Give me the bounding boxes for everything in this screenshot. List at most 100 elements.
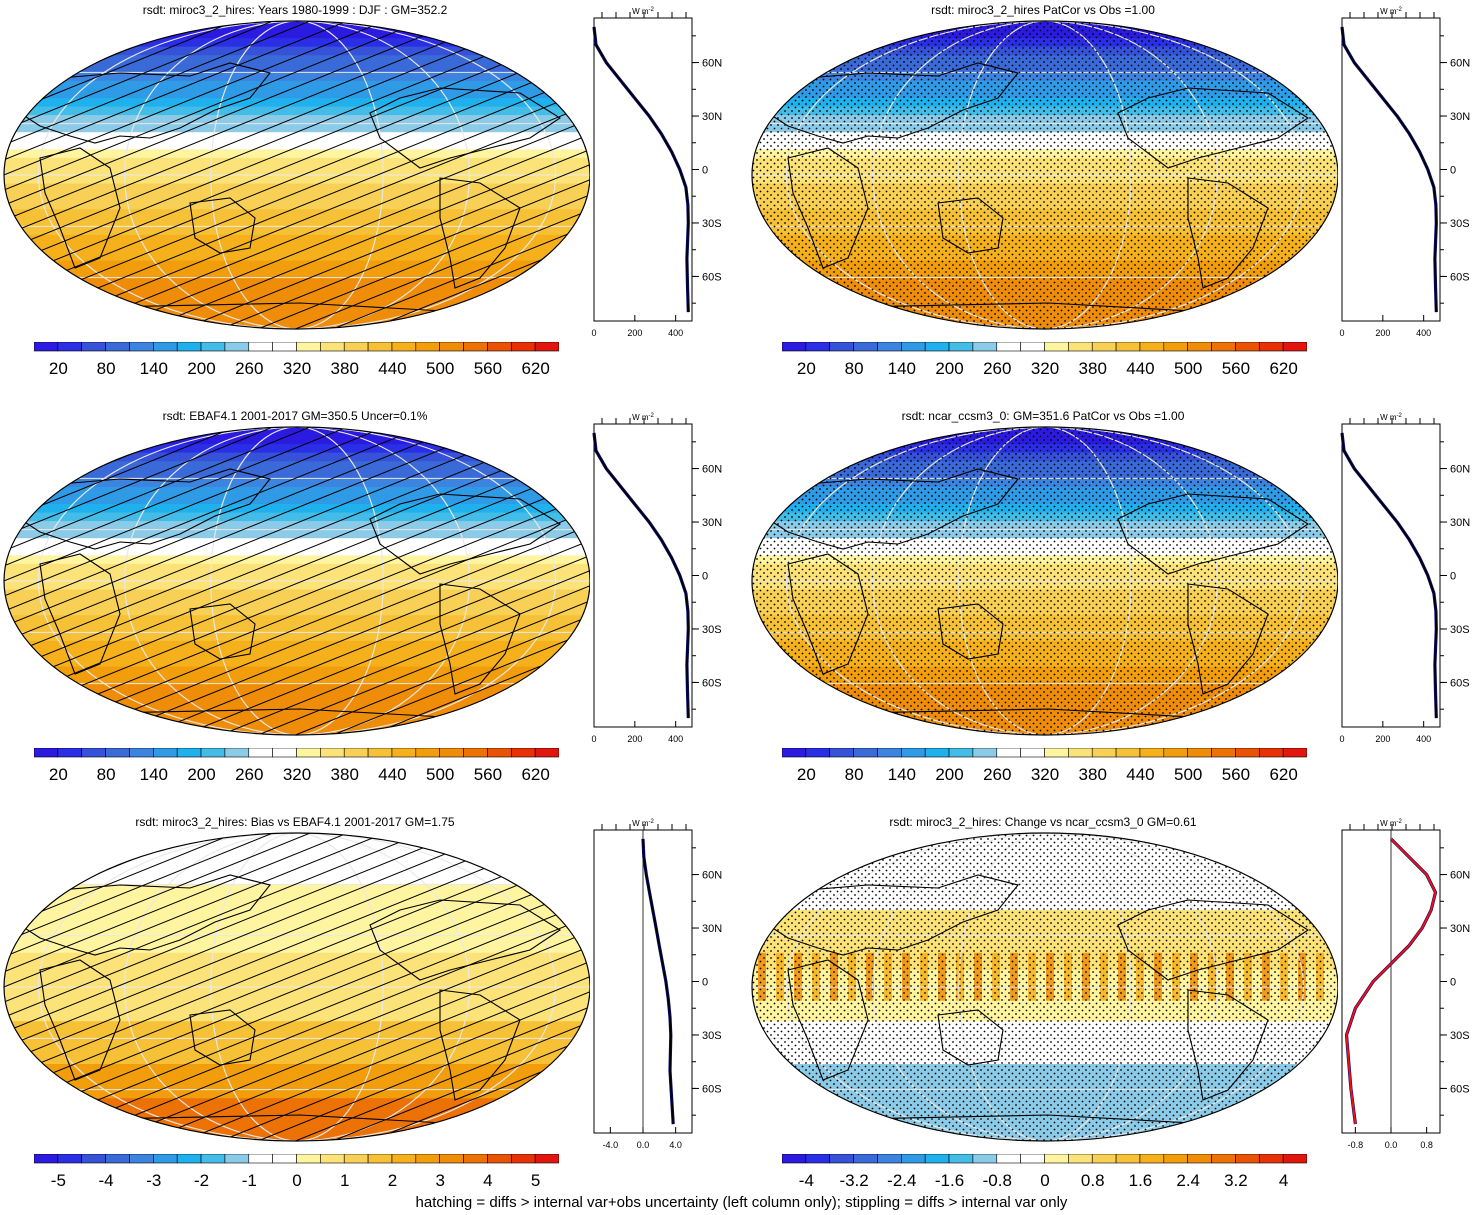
- zonal-mean-plot: W m-2 60N 30N 0 30S 60S 0 200 400: [591, 413, 722, 744]
- panel: rsdt: ncar_ccsm3_0: GM=351.6 PatCor vs O…: [748, 409, 1483, 799]
- colorbar-box: [1258, 748, 1284, 758]
- colorbar-box: [81, 342, 106, 352]
- colorbar-box: [1068, 342, 1093, 352]
- colorbar-box: [34, 1154, 59, 1164]
- colorbar-box: [224, 748, 250, 758]
- map-field: [4, 833, 590, 1141]
- colorbar-box: [829, 748, 854, 758]
- colorbar-label: 500: [426, 359, 454, 378]
- colorbar-box: [924, 1154, 950, 1164]
- colorbar-label: 140: [140, 765, 168, 784]
- map-outline: [3, 832, 590, 1142]
- zonal-lat-label: 30S: [1450, 1030, 1470, 1042]
- zonal-mean-line-model: [642, 838, 674, 1125]
- map-field: [752, 833, 1338, 1141]
- colorbar-box: [367, 342, 393, 352]
- colorbar-box: [510, 1154, 536, 1164]
- panel: rsdt: miroc3_2_hires: Change vs ncar_ccs…: [748, 815, 1483, 1205]
- colorbar-label: -2: [194, 1171, 209, 1190]
- map-outline: [3, 426, 590, 736]
- colorbar-box: [105, 342, 130, 352]
- colorbar-box: [829, 1154, 854, 1164]
- colorbar-box: [782, 342, 807, 352]
- zonal-mean-plot: W m-2 60N 30N 0 30S 60S 0 200 400: [591, 7, 722, 338]
- zonal-lat-label: 0: [1450, 165, 1456, 177]
- colorbar-label: 260: [983, 765, 1011, 784]
- colorbar-box: [534, 342, 559, 352]
- zonal-lat-label: 60N: [1450, 870, 1470, 882]
- colorbar-box: [320, 1154, 345, 1164]
- zonal-x-tick-label: 0: [1339, 734, 1344, 744]
- colorbar-label: 1.6: [1129, 1171, 1153, 1190]
- colorbar-box: [439, 748, 464, 758]
- colorbar-label: 620: [521, 765, 549, 784]
- colorbar-box: [129, 748, 154, 758]
- panel: rsdt: miroc3_2_hires: Years 1980-1999 : …: [0, 3, 735, 393]
- colorbar-label: 320: [283, 765, 311, 784]
- map-outline: [3, 20, 590, 330]
- colorbar-box: [948, 748, 974, 758]
- colorbar-box: [1163, 748, 1188, 758]
- colorbar-label: 200: [187, 359, 215, 378]
- colorbar-box: [34, 342, 59, 352]
- zonal-lat-label: 60S: [1450, 1083, 1470, 1095]
- colorbar-box: [367, 1154, 393, 1164]
- colorbar-box: [439, 1154, 464, 1164]
- colorbar-box: [34, 748, 59, 758]
- colorbar-box: [1139, 342, 1165, 352]
- colorbar-label: 440: [378, 359, 406, 378]
- zonal-lat-label: 60N: [702, 870, 722, 882]
- zonal-x-tick-label: 200: [1375, 328, 1390, 338]
- zonal-x-tick-label: 0.8: [1420, 1140, 1433, 1150]
- colorbar-box: [81, 748, 106, 758]
- panel-title: rsdt: miroc3_2_hires PatCor vs Obs =1.00: [931, 3, 1155, 17]
- zonal-x-tick-label: 200: [1375, 734, 1390, 744]
- colorbar-label: 440: [378, 765, 406, 784]
- colorbar-box: [924, 342, 950, 352]
- colorbar-label: 20: [797, 359, 816, 378]
- colorbar-label: 500: [1174, 359, 1202, 378]
- colorbar-label: 380: [1079, 359, 1107, 378]
- colorbar-box: [224, 1154, 250, 1164]
- zonal-lat-label: 0: [702, 977, 708, 989]
- colorbar-box: [200, 748, 226, 758]
- zonal-lat-label: 30S: [1450, 218, 1470, 230]
- colorbar-box: [1282, 342, 1307, 352]
- map-outline: [751, 832, 1338, 1142]
- zonal-lat-label: 30S: [1450, 624, 1470, 636]
- colorbar-box: [153, 342, 178, 352]
- colorbar-label: 440: [1126, 765, 1154, 784]
- colorbar-box: [924, 748, 950, 758]
- colorbar-box: [1139, 748, 1165, 758]
- colorbar-label: 2: [388, 1171, 397, 1190]
- colorbar-label: 20: [797, 765, 816, 784]
- colorbar-box: [224, 342, 250, 352]
- hatching-overlay: [4, 21, 590, 329]
- zonal-lat-label: 30S: [702, 1030, 722, 1042]
- zonal-units: W m-2: [632, 819, 654, 828]
- colorbar-box: [805, 748, 831, 758]
- map-outline: [751, 20, 1338, 330]
- colorbar-box: [1044, 342, 1069, 352]
- map-field: [4, 21, 590, 329]
- colorbar-label: 0: [1040, 1171, 1049, 1190]
- colorbar-box: [57, 748, 83, 758]
- colorbar-box: [129, 1154, 154, 1164]
- colorbar-box: [176, 342, 202, 352]
- colorbar: -4 -3.2 -2.4 -1.6 -0.8 0 0.8 1.6 2.4 3.2 4: [782, 1154, 1307, 1190]
- colorbar-box: [391, 342, 417, 352]
- colorbar-box: [248, 1154, 273, 1164]
- colorbar-label: 80: [845, 765, 864, 784]
- colorbar-label: 320: [1031, 765, 1059, 784]
- stippling-overlay: [752, 833, 1338, 1141]
- stippling-overlay: [752, 21, 1338, 329]
- colorbar-box: [367, 748, 393, 758]
- colorbar-box: [296, 748, 321, 758]
- colorbar-box: [1235, 1154, 1260, 1164]
- zonal-mean-plot: W m-2 60N 30N 0 30S 60S 0 200 400: [1339, 7, 1470, 338]
- colorbar-box: [1115, 748, 1141, 758]
- zonal-mean-line-model: [593, 26, 690, 313]
- zonal-x-tick-label: 400: [1416, 328, 1431, 338]
- colorbar-box: [1163, 1154, 1188, 1164]
- colorbar-label: 560: [1222, 765, 1250, 784]
